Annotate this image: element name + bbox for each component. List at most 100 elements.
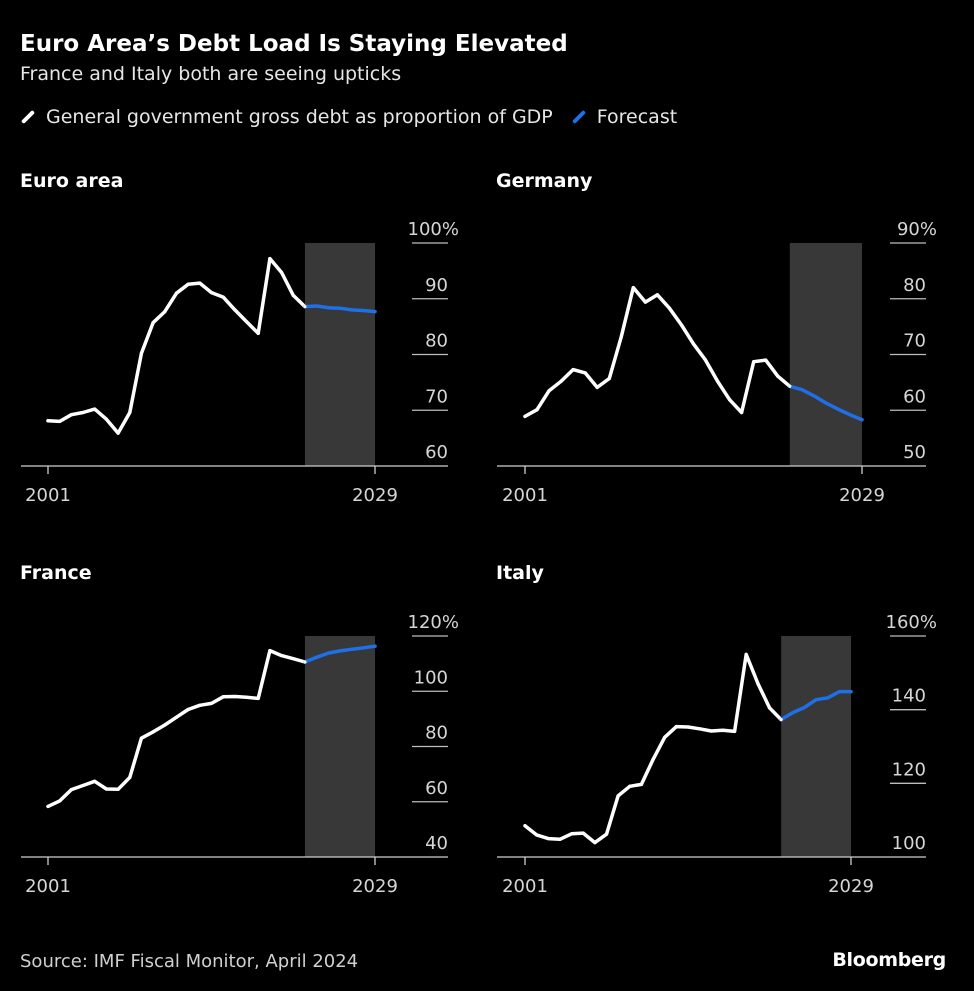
data-point [350, 647, 354, 651]
x-tick-label: 2029 [352, 876, 398, 897]
data-point [58, 419, 62, 423]
data-point [756, 681, 760, 686]
data-point [721, 728, 725, 732]
data-point [826, 696, 830, 700]
data-point [523, 414, 527, 418]
data-point [744, 652, 748, 657]
data-point [186, 282, 190, 286]
data-point [315, 304, 319, 308]
y-tick-label: 80 [425, 331, 448, 352]
actual-debt-line [46, 256, 307, 435]
panel-italy: Italy 160% 140 120 100 2001 2029 [496, 562, 937, 897]
data-point [93, 779, 97, 783]
legend-item-forecast: Forecast [571, 106, 677, 128]
data-point [767, 706, 772, 710]
data-point [338, 306, 342, 310]
data-point [151, 321, 155, 325]
y-tick-label: 100% [408, 219, 459, 240]
data-point [740, 410, 744, 415]
data-point [233, 308, 237, 312]
y-tick-label: 100 [892, 833, 926, 854]
data-point [764, 358, 768, 362]
data-point [373, 309, 377, 314]
y-tick-label: 60 [425, 778, 448, 799]
data-point [559, 379, 563, 383]
forecast-band [789, 243, 862, 466]
data-point [93, 407, 97, 411]
data-point [69, 787, 73, 792]
data-point [69, 413, 73, 417]
data-point [116, 431, 120, 435]
data-point [643, 300, 647, 304]
data-point [812, 394, 816, 398]
data-point [198, 281, 202, 285]
data-point [279, 270, 284, 275]
data-point [728, 398, 732, 402]
actual-debt-line [523, 285, 792, 419]
x-tick-label: 2001 [25, 485, 71, 506]
data-point [651, 757, 655, 761]
data-point [128, 775, 132, 780]
data-point [46, 419, 50, 423]
data-point [583, 371, 587, 375]
y-tick-label: 90 [425, 275, 448, 296]
data-point [703, 358, 708, 362]
y-tick-label: 120 [892, 759, 926, 780]
y-tick-label: 100 [414, 667, 448, 688]
data-point [814, 698, 818, 702]
data-point [268, 649, 272, 653]
data-point [174, 291, 179, 295]
data-point [268, 257, 272, 261]
data-point [209, 701, 214, 706]
data-point [373, 644, 377, 648]
data-point [139, 736, 144, 740]
data-point [303, 660, 307, 664]
chart-title: Euro Area’s Debt Load Is Staying Elevate… [20, 31, 568, 57]
data-point [547, 389, 551, 393]
y-tick-label: 50 [903, 442, 926, 463]
data-point [221, 295, 225, 299]
x-tick-label: 2029 [839, 485, 885, 506]
data-point [824, 401, 828, 405]
data-point [569, 832, 574, 836]
data-point [244, 695, 249, 699]
x-tick-label: 2029 [352, 485, 398, 506]
data-point [198, 703, 202, 707]
data-point [619, 335, 623, 339]
actual-debt-line [46, 648, 307, 809]
legend-label-actual: General government gross debt as proport… [46, 106, 553, 128]
data-point [788, 384, 792, 388]
data-point [715, 379, 720, 383]
data-point [663, 735, 667, 739]
data-point [802, 705, 807, 710]
data-point [616, 794, 620, 798]
data-point [46, 804, 50, 809]
data-point [81, 410, 85, 415]
forecast-band [304, 636, 375, 857]
y-tick-label: 120% [408, 612, 459, 633]
y-tick-label: 60 [425, 442, 448, 463]
data-point [791, 711, 795, 715]
data-point [303, 304, 307, 309]
x-tick-label: 2001 [502, 485, 548, 506]
y-tick-label: 140 [892, 686, 926, 707]
panel-title: Italy [496, 562, 544, 584]
data-point [535, 408, 539, 412]
legend-label-forecast: Forecast [596, 106, 678, 128]
data-point [595, 385, 599, 389]
data-point [350, 308, 354, 312]
data-point [361, 308, 365, 313]
x-tick-label: 2001 [25, 876, 71, 897]
data-point [848, 413, 852, 417]
data-point [256, 331, 260, 335]
forecast-band [304, 243, 375, 466]
data-point [209, 291, 214, 295]
data-point [639, 782, 644, 787]
data-point [338, 649, 342, 653]
data-point [631, 286, 635, 290]
data-point [174, 715, 179, 719]
data-point [326, 651, 330, 655]
data-point [81, 783, 85, 788]
x-tick-label: 2029 [828, 876, 874, 897]
